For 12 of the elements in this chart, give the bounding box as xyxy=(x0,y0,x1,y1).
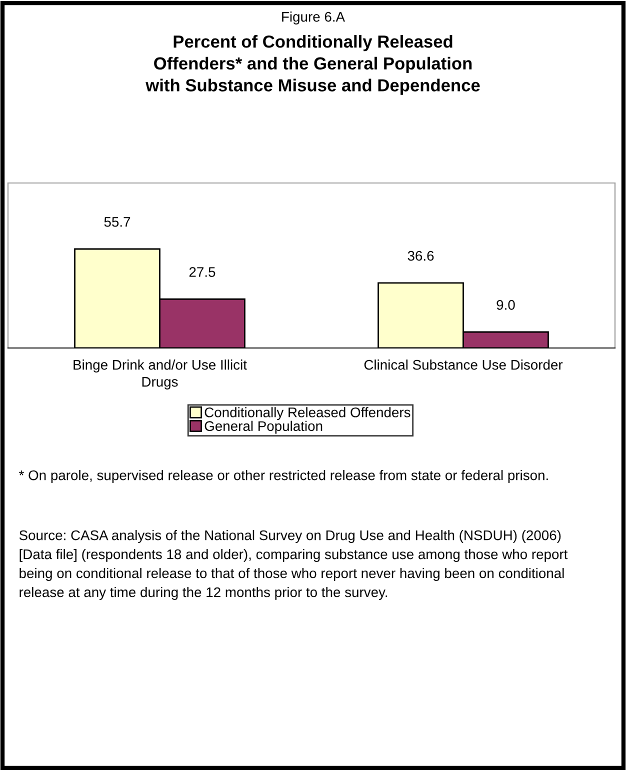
legend-label: General Population xyxy=(204,420,322,434)
text: * On parole, supervised release or other restricted release from state or federal prison. xyxy=(19,470,548,483)
data-label: 9.0 xyxy=(496,300,515,310)
legend-label: Conditionally Released Offenders xyxy=(204,407,410,420)
data-label: 36.6 xyxy=(408,250,434,261)
data-label: 55.7 xyxy=(104,217,130,227)
x-tick-label: Binge Drink and/or Use Illicit Drugs xyxy=(74,360,247,390)
source-note: Source: CASA analysis of the National Survey on Drug Use and Health (NSDUH) (2006) [Data file] (respondents 18 and older), comparing substance use among those who report being on conditional release to that of those who report never having been on conditional release at any time during the 12 months prior to the survey. xyxy=(19,530,568,600)
chart-subtitle: Figure 6.A xyxy=(282,12,346,24)
chart-title: Percent of Conditionally Released Offenders* and the General Population with Substance Misuse and Dependence xyxy=(146,35,480,95)
data-label: 27.5 xyxy=(189,267,216,277)
x-tick-label: Clinical Substance Use Disorder xyxy=(364,360,563,370)
